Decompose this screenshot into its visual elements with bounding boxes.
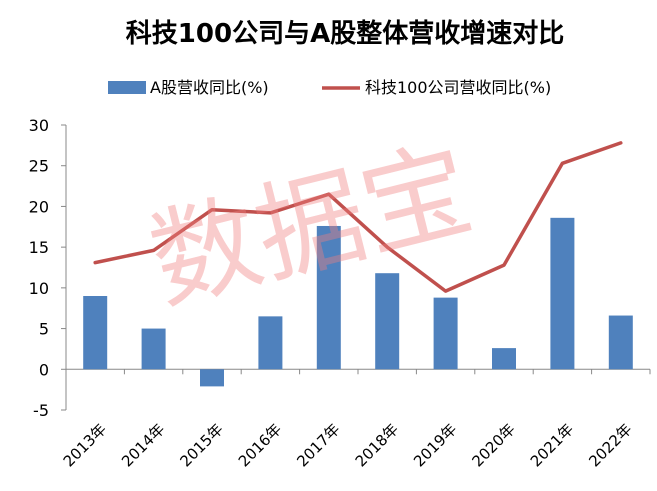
x-tick-label: 2021年: [527, 420, 577, 470]
y-tick-label: 10: [29, 279, 49, 298]
legend-label-line: 科技100公司营收同比(%): [365, 78, 551, 97]
bar-2018年: [375, 273, 400, 370]
x-tick-label: 2014年: [118, 420, 168, 470]
y-tick-label: -5: [33, 401, 49, 420]
line-series-tech100: [93, 141, 623, 293]
y-tick-label: 15: [29, 238, 49, 257]
x-tick-label: 2020年: [468, 420, 518, 470]
bar-2019年: [433, 297, 458, 370]
x-tick-label: 2022年: [585, 420, 635, 470]
y-tick-label: 30: [29, 116, 49, 135]
x-tick-label: 2016年: [235, 420, 285, 470]
legend: A股营收同比(%) 科技100公司营收同比(%): [108, 78, 551, 97]
bar-2016年: [258, 316, 283, 370]
bar-2022年: [608, 315, 633, 370]
y-tick-label: 25: [29, 157, 49, 176]
legend-label-bar: A股营收同比(%): [150, 78, 269, 97]
y-tick-label: 0: [39, 360, 49, 379]
watermark: 数据宝: [139, 127, 484, 327]
bar-2017年: [316, 225, 341, 370]
y-tick-label: 5: [39, 320, 49, 339]
bar-2015年: [200, 369, 224, 387]
bar-2013年: [83, 296, 108, 370]
x-tick-label: 2017年: [293, 420, 343, 470]
x-tick-label: 2015年: [176, 420, 226, 470]
x-tick-label: 2013年: [60, 420, 110, 470]
bar-2021年: [550, 217, 575, 370]
bar-2020年: [492, 348, 516, 370]
bar-2014年: [141, 328, 166, 370]
chart-title: 科技100公司与A股整体营收增速对比: [126, 18, 564, 49]
y-tick-label: 20: [29, 197, 49, 216]
legend-swatch-bar: [108, 81, 146, 94]
x-tick-label: 2018年: [352, 420, 402, 470]
x-tick-label: 2019年: [410, 420, 460, 470]
